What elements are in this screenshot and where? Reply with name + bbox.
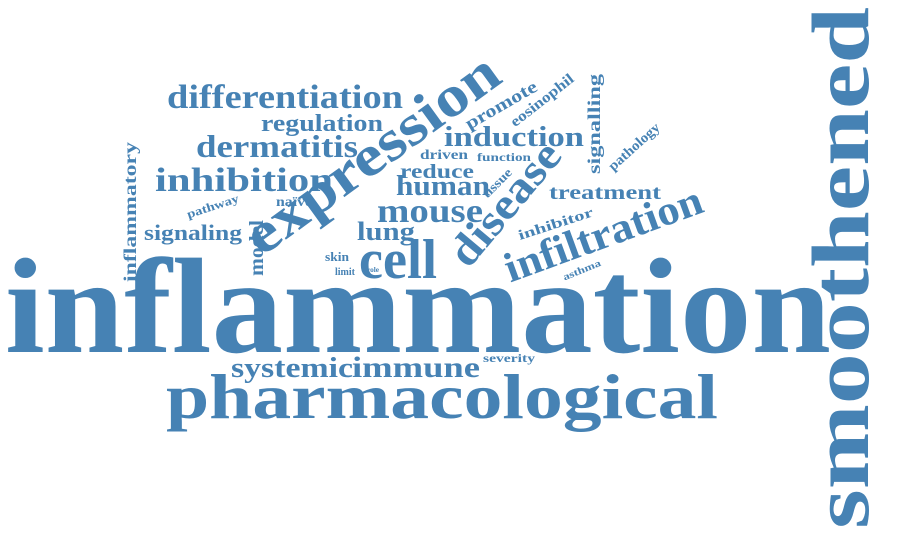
- word-treatment: treatment: [549, 182, 661, 204]
- word-reduce: reduce: [400, 161, 474, 183]
- word-differentiation: differentiation: [167, 79, 403, 116]
- word-driven: driven: [420, 148, 468, 163]
- word-systemic: systemic: [231, 353, 353, 384]
- word-dermatitis: dermatitis: [196, 128, 358, 164]
- word-inflammatory: inflammatory: [120, 142, 140, 282]
- word-role: role: [367, 266, 379, 274]
- word-function: function: [477, 150, 531, 164]
- word-lung: lung: [357, 217, 415, 246]
- word-model: model: [246, 220, 268, 276]
- word-mouse: mouse: [377, 193, 483, 230]
- word-induction: induction: [444, 122, 585, 153]
- word-skin: skin: [325, 249, 350, 264]
- word-pathology: pathology: [606, 120, 664, 174]
- word-immune: immune: [352, 351, 480, 384]
- word-signaling: signaling: [144, 220, 242, 245]
- word-severity: severity: [483, 351, 535, 365]
- word-limit: limit: [335, 267, 356, 278]
- word-smoothened: smoothened: [795, 7, 886, 529]
- word-naive: naïve: [276, 195, 312, 210]
- word-inflammation: inflammation: [5, 232, 831, 382]
- word-pharmacological: pharmacological: [166, 361, 718, 432]
- word-inhibition: inhibition: [155, 162, 333, 199]
- word-signalling: signalling: [584, 74, 604, 174]
- word-regulation: regulation: [261, 111, 383, 137]
- word-human: human: [396, 171, 490, 202]
- word-cell: cell: [359, 229, 437, 291]
